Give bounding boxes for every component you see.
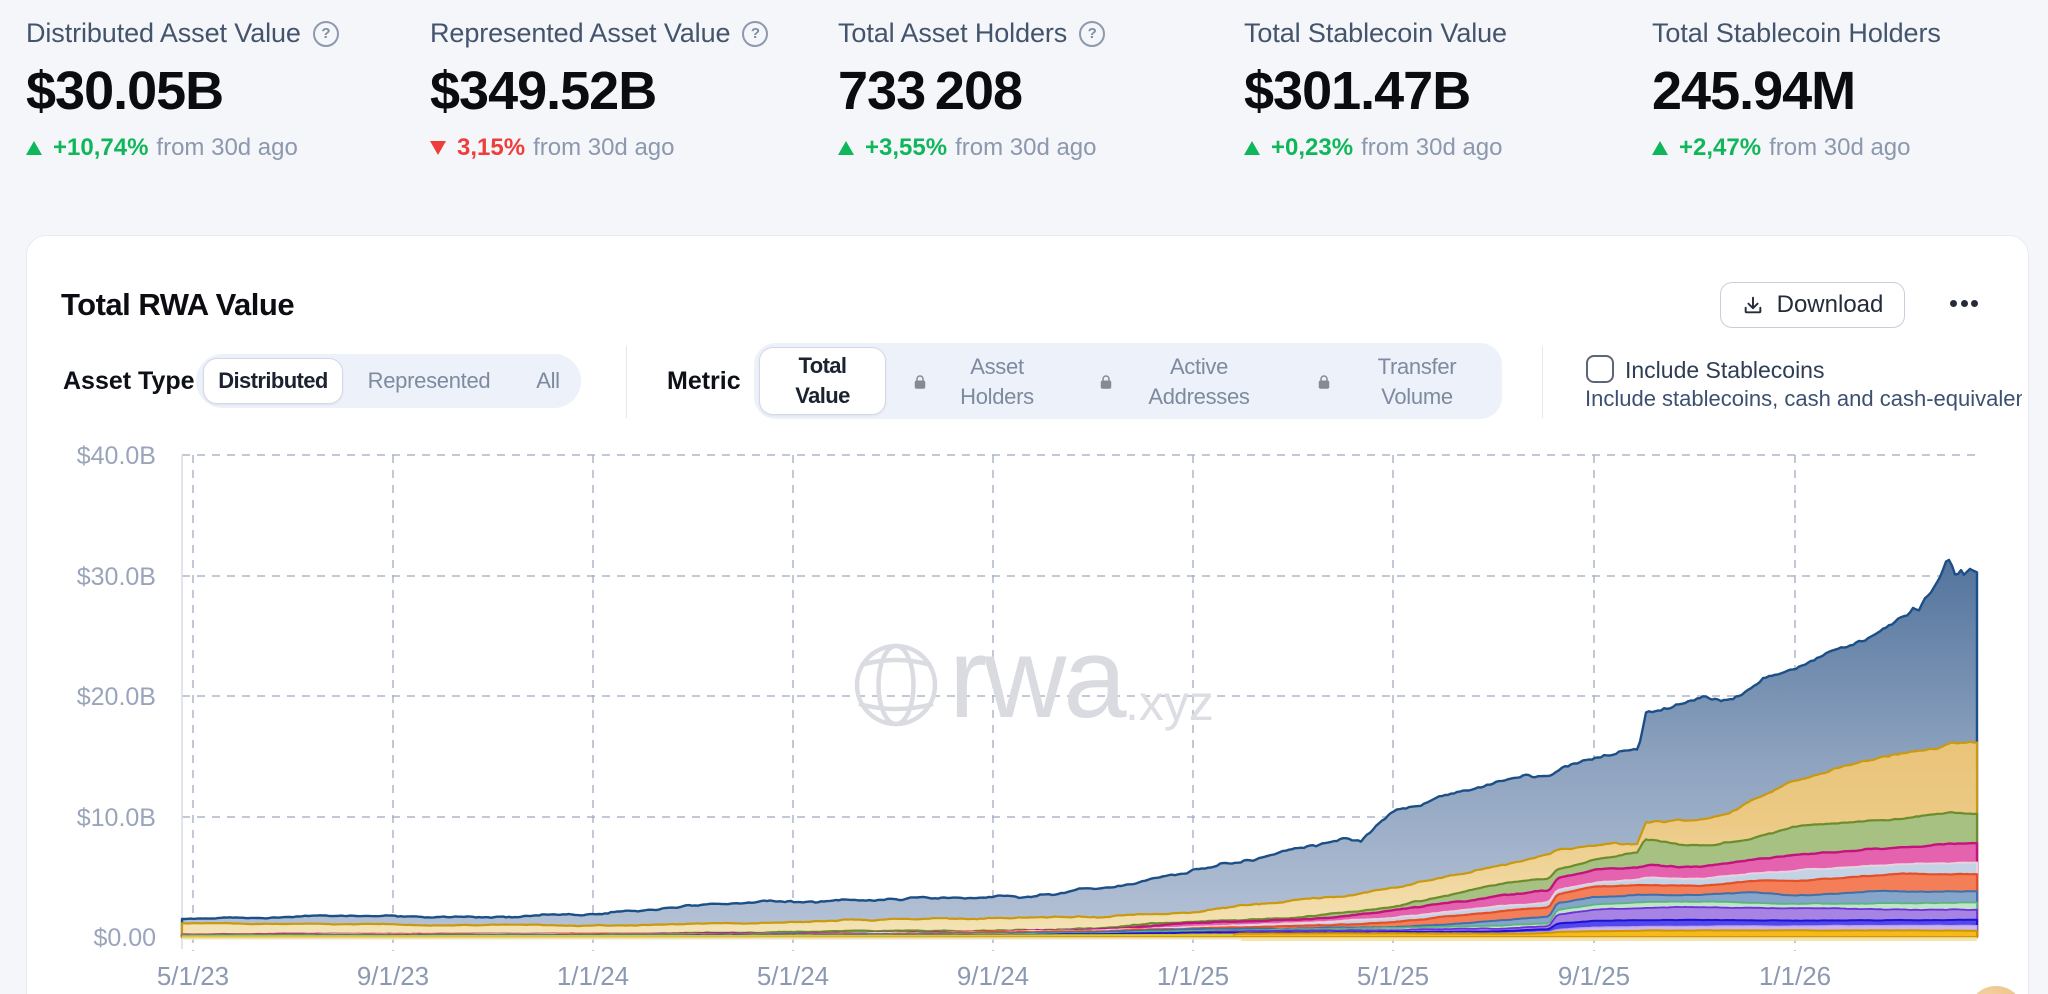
svg-text:5/1/25: 5/1/25 — [1357, 961, 1429, 991]
svg-text:5/1/24: 5/1/24 — [757, 961, 829, 991]
svg-text:$10.0B: $10.0B — [77, 804, 156, 832]
svg-text:1/1/25: 1/1/25 — [1157, 961, 1229, 991]
svg-text:9/1/24: 9/1/24 — [957, 961, 1029, 991]
svg-text:$40.0B: $40.0B — [77, 442, 156, 470]
svg-text:1/1/26: 1/1/26 — [1759, 961, 1831, 991]
svg-text:$20.0B: $20.0B — [77, 683, 156, 711]
svg-text:$0.00: $0.00 — [93, 924, 156, 952]
svg-text:9/1/23: 9/1/23 — [357, 961, 429, 991]
svg-text:5/1/23: 5/1/23 — [157, 961, 229, 991]
svg-text:$30.0B: $30.0B — [77, 563, 156, 591]
svg-text:.xyz: .xyz — [1125, 675, 1214, 731]
svg-text:1/1/24: 1/1/24 — [557, 961, 629, 991]
svg-text:9/1/25: 9/1/25 — [1558, 961, 1630, 991]
svg-text:rwa: rwa — [949, 615, 1127, 742]
